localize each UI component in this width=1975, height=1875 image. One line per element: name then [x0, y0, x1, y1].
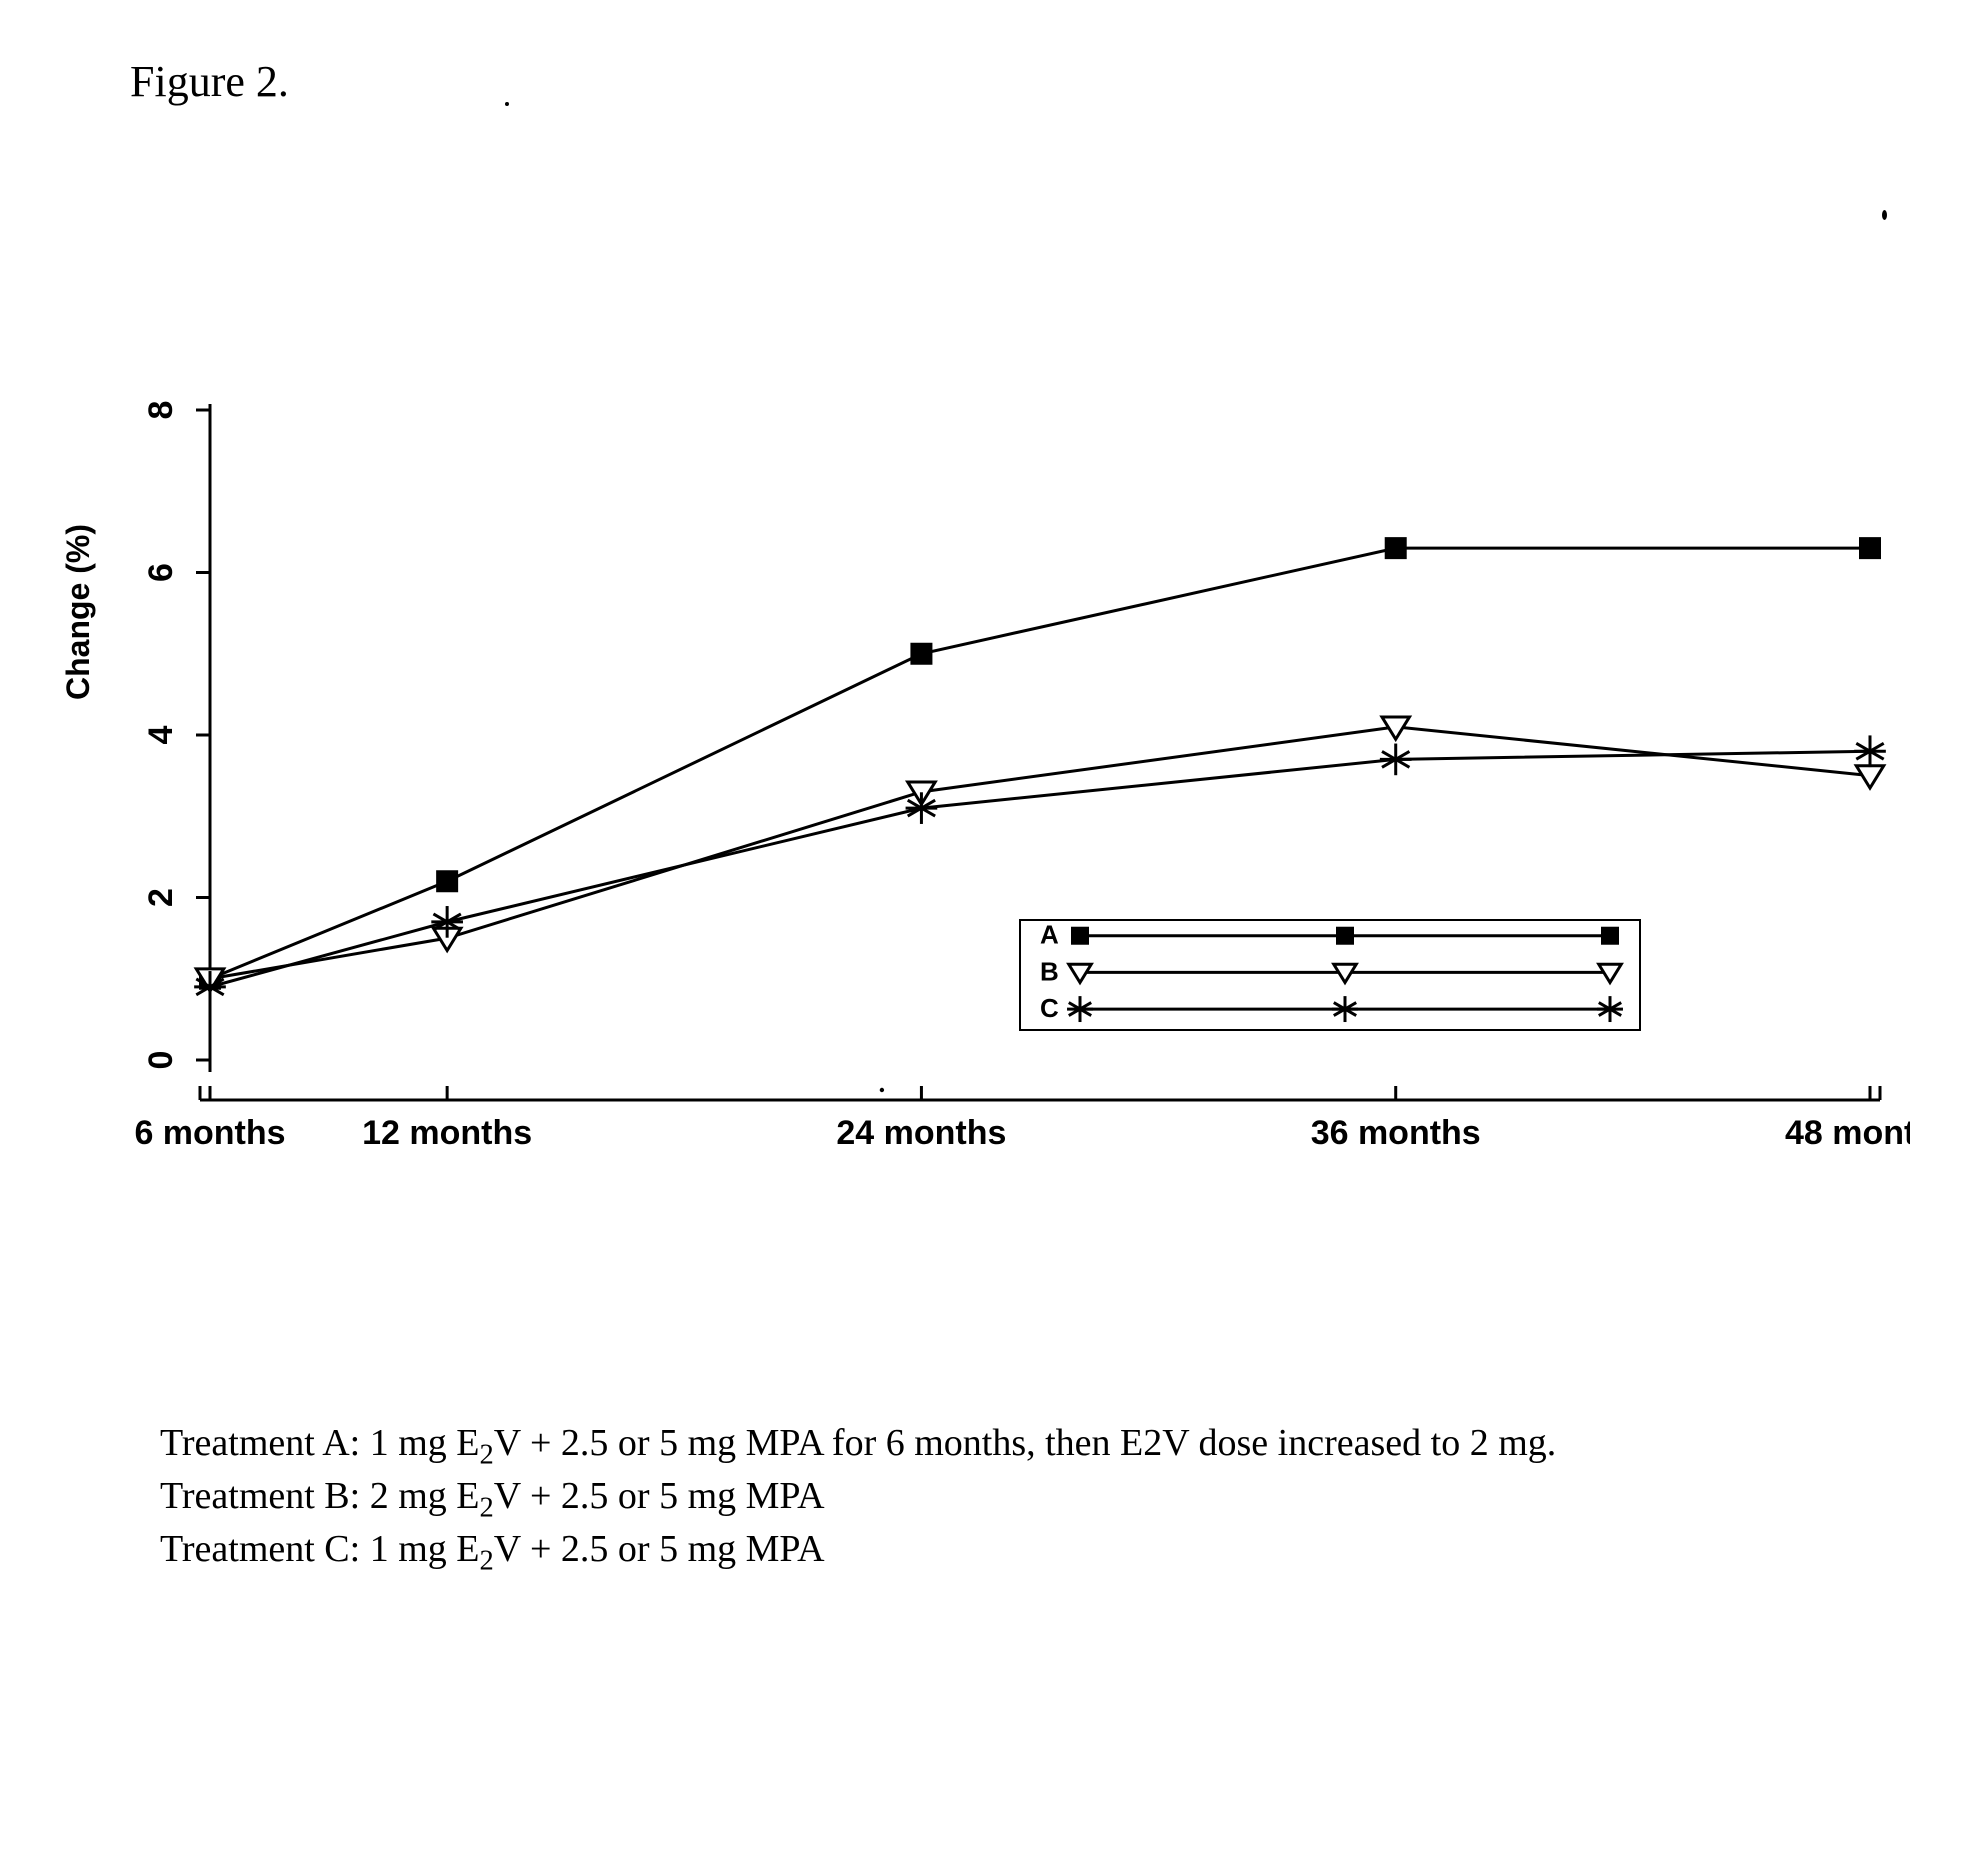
svg-text:36 months: 36 months [1311, 1114, 1481, 1152]
caption-block: Treatment A: 1 mg E2V + 2.5 or 5 mg MPA … [160, 1420, 1556, 1580]
svg-text:C: C [1040, 993, 1059, 1023]
chart-svg: 0 2 4 6 8 6 months 12 months 24 months 36 months… [90, 390, 1910, 1170]
caption-line-b: Treatment B: 2 mg E2V + 2.5 or 5 mg MPA [160, 1473, 1556, 1526]
page: Figure 2. Change (%) 024686 months12 mon… [0, 0, 1975, 1875]
svg-text:A: A [1040, 920, 1059, 950]
svg-text:6 months: 6 months [134, 1114, 285, 1152]
caption-line-a: Treatment A: 1 mg E2V + 2.5 or 5 mg MPA … [160, 1420, 1556, 1473]
svg-text:2: 2 [142, 888, 180, 907]
svg-text:4: 4 [142, 725, 180, 744]
svg-text:8: 8 [142, 401, 180, 420]
speck [505, 102, 509, 106]
svg-text:0: 0 [142, 1051, 180, 1070]
line-chart: 0 2 4 6 8 6 months 12 months 24 months 36 months… [90, 390, 1910, 1170]
figure-title: Figure 2. [130, 56, 289, 107]
svg-text:24 months: 24 months [836, 1114, 1006, 1152]
svg-text:6: 6 [142, 563, 180, 582]
svg-text:48 months: 48 months [1785, 1114, 1910, 1152]
svg-text:12 months: 12 months [362, 1114, 532, 1152]
svg-text:B: B [1040, 956, 1059, 986]
speck [1882, 210, 1887, 220]
caption-line-c: Treatment C: 1 mg E2V + 2.5 or 5 mg MPA [160, 1526, 1556, 1579]
